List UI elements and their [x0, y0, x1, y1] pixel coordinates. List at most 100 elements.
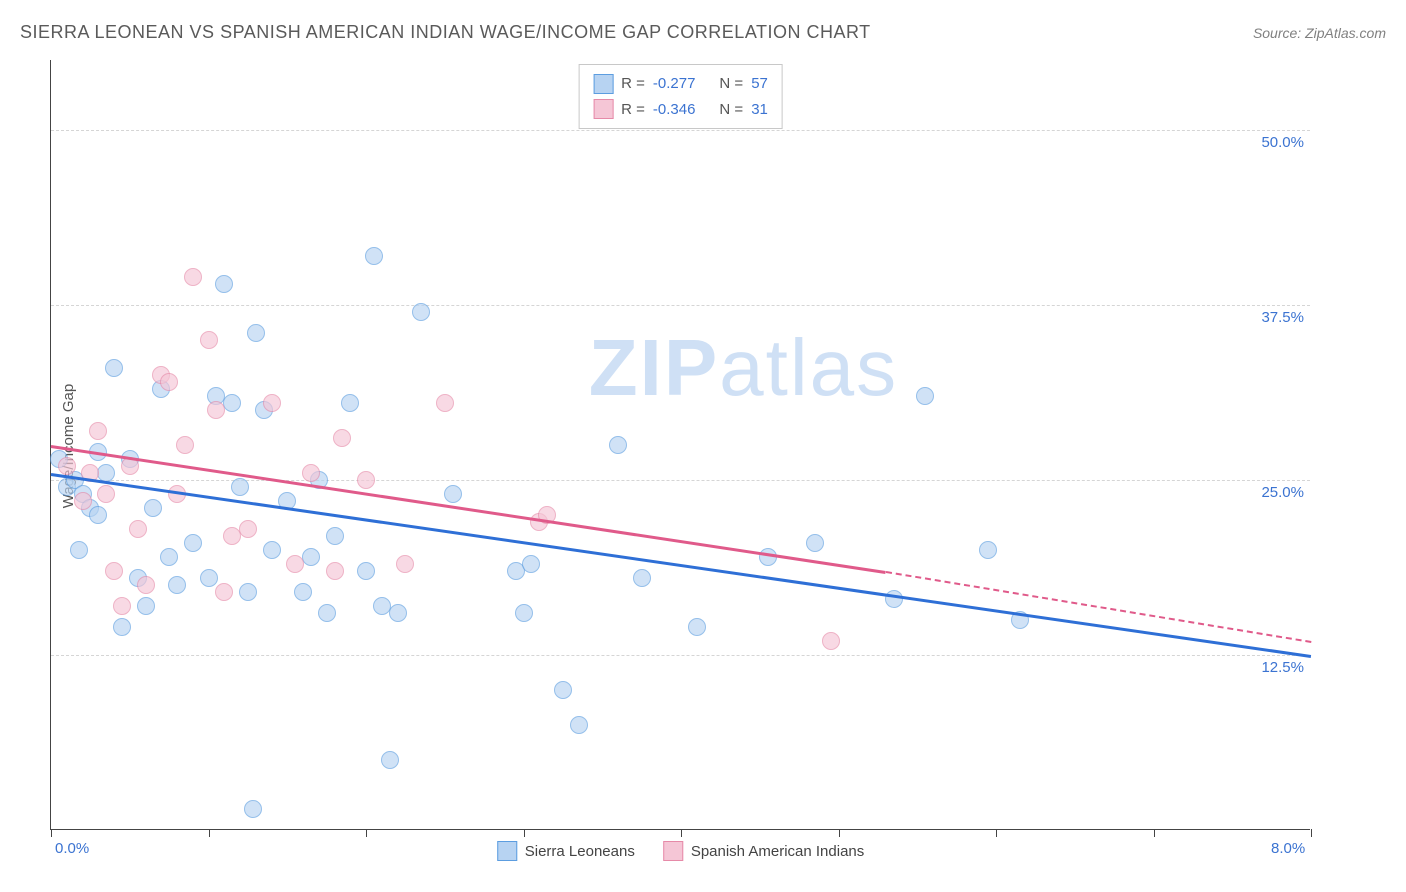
scatter-marker: [176, 436, 194, 454]
x-tick: [524, 829, 525, 837]
source-name: ZipAtlas.com: [1305, 25, 1386, 41]
correlation-stats-box: R = -0.277 N = 57 R = -0.346 N = 31: [578, 64, 783, 129]
legend-label-0: Sierra Leoneans: [525, 843, 635, 860]
watermark-atlas: atlas: [719, 323, 898, 412]
scatter-marker: [239, 583, 257, 601]
x-tick: [209, 829, 210, 837]
scatter-marker: [412, 303, 430, 321]
scatter-marker: [822, 632, 840, 650]
watermark-zip: ZIP: [589, 323, 719, 412]
scatter-marker: [244, 800, 262, 818]
scatter-marker: [294, 583, 312, 601]
scatter-marker: [570, 716, 588, 734]
x-tick: [1311, 829, 1312, 837]
scatter-marker: [105, 359, 123, 377]
scatter-marker: [302, 548, 320, 566]
scatter-marker: [522, 555, 540, 573]
scatter-marker: [137, 597, 155, 615]
x-tick: [1154, 829, 1155, 837]
scatter-marker: [916, 387, 934, 405]
scatter-marker: [263, 541, 281, 559]
y-tick-label: 37.5%: [1261, 309, 1304, 326]
scatter-marker: [633, 569, 651, 587]
scatter-plot-area: ZIPatlas R = -0.277 N = 57 R = -0.346 N …: [50, 60, 1310, 830]
scatter-marker: [184, 268, 202, 286]
scatter-marker: [326, 527, 344, 545]
r-label-0: R =: [621, 71, 645, 97]
y-tick-label: 12.5%: [1261, 659, 1304, 676]
legend: Sierra Leoneans Spanish American Indians: [497, 841, 865, 861]
scatter-marker: [806, 534, 824, 552]
x-tick: [51, 829, 52, 837]
scatter-marker: [137, 576, 155, 594]
scatter-marker: [215, 275, 233, 293]
scatter-marker: [609, 436, 627, 454]
regression-line-extrapolated: [886, 571, 1312, 643]
n-value-1: 31: [751, 97, 768, 123]
x-tick-label: 0.0%: [55, 840, 89, 857]
x-tick-label: 8.0%: [1271, 840, 1305, 857]
scatter-marker: [200, 569, 218, 587]
scatter-marker: [207, 401, 225, 419]
scatter-marker: [444, 485, 462, 503]
scatter-marker: [144, 499, 162, 517]
chart-title: SIERRA LEONEAN VS SPANISH AMERICAN INDIA…: [20, 22, 871, 43]
scatter-marker: [97, 485, 115, 503]
scatter-marker: [105, 562, 123, 580]
swatch-series-1: [593, 99, 613, 119]
scatter-marker: [389, 604, 407, 622]
swatch-series-0: [593, 74, 613, 94]
legend-swatch-1: [663, 841, 683, 861]
x-tick: [996, 829, 997, 837]
scatter-marker: [341, 394, 359, 412]
scatter-marker: [113, 618, 131, 636]
scatter-marker: [318, 604, 336, 622]
scatter-marker: [129, 520, 147, 538]
scatter-marker: [979, 541, 997, 559]
scatter-marker: [113, 597, 131, 615]
gridline-h: [51, 130, 1310, 131]
scatter-marker: [326, 562, 344, 580]
scatter-marker: [688, 618, 706, 636]
scatter-marker: [70, 541, 88, 559]
y-tick-label: 25.0%: [1261, 484, 1304, 501]
n-label-0: N =: [719, 71, 743, 97]
scatter-marker: [160, 373, 178, 391]
x-tick: [366, 829, 367, 837]
scatter-marker: [184, 534, 202, 552]
gridline-h: [51, 655, 1310, 656]
scatter-marker: [357, 562, 375, 580]
regression-line: [51, 473, 1311, 658]
scatter-marker: [436, 394, 454, 412]
scatter-marker: [333, 429, 351, 447]
scatter-marker: [357, 471, 375, 489]
scatter-marker: [168, 576, 186, 594]
r-value-0: -0.277: [653, 71, 696, 97]
legend-item-1: Spanish American Indians: [663, 841, 864, 861]
scatter-marker: [885, 590, 903, 608]
scatter-marker: [286, 555, 304, 573]
legend-item-0: Sierra Leoneans: [497, 841, 635, 861]
scatter-marker: [89, 506, 107, 524]
watermark: ZIPatlas: [589, 322, 898, 414]
scatter-marker: [239, 520, 257, 538]
n-label-1: N =: [719, 97, 743, 123]
y-tick-label: 50.0%: [1261, 134, 1304, 151]
scatter-marker: [396, 555, 414, 573]
scatter-marker: [223, 394, 241, 412]
scatter-marker: [759, 548, 777, 566]
legend-label-1: Spanish American Indians: [691, 843, 864, 860]
gridline-h: [51, 305, 1310, 306]
scatter-marker: [215, 583, 233, 601]
scatter-marker: [302, 464, 320, 482]
scatter-marker: [58, 457, 76, 475]
legend-swatch-0: [497, 841, 517, 861]
n-value-0: 57: [751, 71, 768, 97]
x-tick: [839, 829, 840, 837]
scatter-marker: [74, 492, 92, 510]
scatter-marker: [89, 422, 107, 440]
scatter-marker: [160, 548, 178, 566]
scatter-marker: [515, 604, 533, 622]
source-prefix: Source:: [1253, 25, 1305, 41]
scatter-marker: [200, 331, 218, 349]
